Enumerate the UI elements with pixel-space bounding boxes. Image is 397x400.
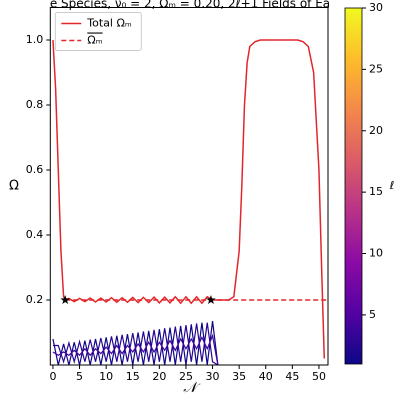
y-tick-label: 0.2 xyxy=(26,293,44,306)
star-marker xyxy=(60,295,70,305)
x-tick-label: 0 xyxy=(49,370,56,383)
plot-clip xyxy=(52,39,328,365)
x-tick-label: 5 xyxy=(76,370,83,383)
chart-title: e Species, ν₀ = 2, Ωₘ = 0.20, 2ℓ+1 Field… xyxy=(50,0,330,11)
legend-box xyxy=(54,12,142,51)
x-tick-label: 35 xyxy=(232,370,246,383)
legend-label: Total Ωₘ xyxy=(86,17,132,30)
x-tick-label: 10 xyxy=(99,370,113,383)
x-tick-label: 15 xyxy=(126,370,140,383)
y-tick-label: 0.6 xyxy=(26,163,44,176)
plot-frame xyxy=(49,7,329,366)
y-axis-label: Ω xyxy=(9,179,19,194)
colorbar-tick-label: 10 xyxy=(369,247,383,260)
x-tick-label: 25 xyxy=(179,370,193,383)
x-tick-label: 50 xyxy=(312,370,326,383)
colorbar xyxy=(344,7,363,365)
x-tick-label: 30 xyxy=(206,370,220,383)
colorbar-tick-label: 20 xyxy=(369,124,383,137)
plot-area xyxy=(49,7,329,366)
y-tick-label: 0.8 xyxy=(26,98,44,111)
field-line xyxy=(52,333,219,365)
series-line xyxy=(52,39,326,359)
x-tick-label: 40 xyxy=(259,370,273,383)
x-tick-label: 20 xyxy=(152,370,166,383)
colorbar-tick-label: 5 xyxy=(369,308,376,321)
colorbar-tick-label: 30 xyxy=(369,1,383,14)
colorbar-tick-label: 25 xyxy=(369,62,383,75)
y-tick-label: 1.0 xyxy=(26,33,44,46)
y-tick-label: 0.4 xyxy=(26,228,44,241)
colorbar-label: ℓ xyxy=(389,179,395,192)
x-tick-label: 45 xyxy=(285,370,299,383)
colorbar-tick-label: 15 xyxy=(369,185,383,198)
legend-label: Ωₘ xyxy=(87,34,102,47)
star-marker xyxy=(206,295,216,305)
